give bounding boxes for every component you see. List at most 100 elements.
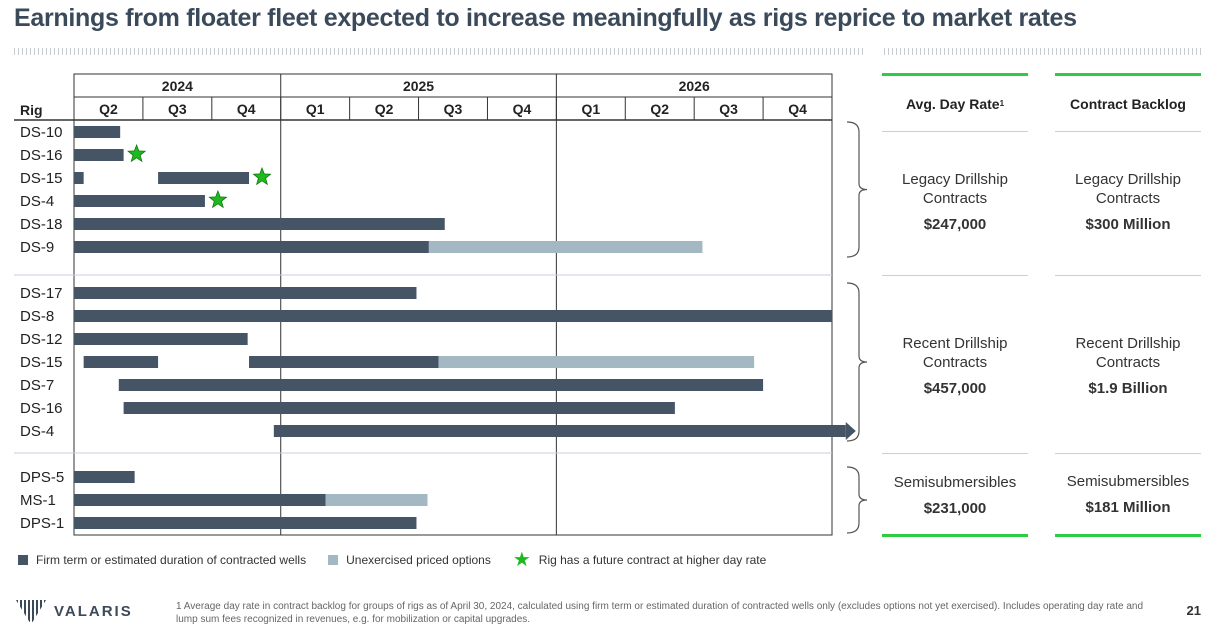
group-label: Semisubmersibles — [893, 474, 1017, 491]
legend-firm-label: Firm term or estimated duration of contr… — [36, 553, 307, 567]
rig-label: DS-4 — [20, 423, 54, 440]
rig-contract-gantt-chart: 2024 2025 2026 Q2 Q3 Q4 Q1 Q2 Q3 Q4 Q1 Q2 Q3 Q4 Rig DS-… — [14, 73, 868, 536]
chart-frame — [73, 73, 833, 536]
avg-day-rate-column: Avg. Day Rate 1 Legacy Drillship Contract… — [882, 73, 1028, 537]
firm-bar — [249, 356, 439, 368]
firm-bar — [74, 195, 205, 207]
title-divider-left — [14, 48, 866, 55]
rig-label: DS-15 — [20, 170, 63, 187]
column-bottom-rule — [1055, 534, 1201, 537]
continuation-arrow-icon — [845, 422, 856, 440]
quarter-label: Q2 — [650, 101, 669, 117]
firm-bar — [83, 356, 159, 368]
avg-day-rate-value: $457,000 — [923, 380, 987, 397]
group-label: Recent Drillship Contracts — [1075, 335, 1181, 371]
option-bar — [438, 356, 755, 368]
legend-option-swatch — [328, 555, 339, 565]
star-icon: ★ — [512, 549, 531, 571]
row-divider — [882, 275, 1028, 276]
firm-bar — [273, 425, 846, 437]
year-label: 2024 — [162, 78, 193, 94]
valaris-logo: VALARIS — [16, 600, 133, 622]
quarter-label: Q1 — [306, 101, 325, 117]
rig-column-header: Rig — [20, 102, 43, 118]
group-label: Legacy Drillship Contracts — [902, 171, 1008, 207]
contract-backlog-value: $181 Million — [1085, 499, 1171, 516]
firm-bar — [123, 402, 675, 414]
firm-bar — [118, 379, 764, 391]
contract-backlog-column: Contract Backlog Legacy Drillship Contra… — [1055, 73, 1201, 537]
quarter-label: Q1 — [581, 101, 600, 117]
group-brace-icon — [846, 466, 868, 534]
column-bottom-rule — [882, 534, 1028, 537]
year-label: 2026 — [679, 78, 710, 94]
logo-text: VALARIS — [54, 602, 133, 620]
quarter-label: Q3 — [719, 101, 738, 117]
firm-bar — [74, 517, 417, 529]
group-label: Semisubmersibles — [1066, 473, 1190, 490]
quarter-label: Q2 — [375, 101, 394, 117]
firm-bar — [74, 471, 135, 483]
rig-label: DS-16 — [20, 400, 63, 417]
quarter-label: Q3 — [444, 101, 463, 117]
contract-backlog-header: Contract Backlog — [1055, 73, 1201, 131]
footnote-marker: 1 — [999, 99, 1005, 108]
legacy-avg-cell: Legacy Drillship Contracts $247,000 — [882, 170, 1028, 233]
avg-day-rate-header-text: Avg. Day Rate — [905, 95, 1000, 112]
option-bar — [428, 241, 703, 253]
contract-backlog-value: $1.9 Billion — [1088, 380, 1168, 397]
firm-bar — [74, 218, 445, 230]
option-bar — [325, 494, 428, 506]
row-divider — [1055, 131, 1201, 132]
firm-bar — [74, 310, 832, 322]
rig-label: DPS-1 — [20, 515, 64, 532]
avg-day-rate-value: $247,000 — [923, 216, 987, 233]
page-title: Earnings from floater fleet expected to … — [14, 4, 1077, 32]
rig-label: DS-16 — [20, 147, 63, 164]
quarter-label: Q4 — [237, 101, 256, 117]
contract-backlog-value: $300 Million — [1085, 216, 1171, 233]
row-divider — [882, 131, 1028, 132]
avg-day-rate-header: Avg. Day Rate 1 — [882, 73, 1028, 131]
row-divider — [882, 453, 1028, 454]
quarter-label: Q4 — [788, 101, 807, 117]
chart-legend: Firm term or estimated duration of contr… — [18, 550, 788, 570]
rig-label: DS-18 — [20, 216, 63, 233]
rig-label: DS-7 — [20, 377, 54, 394]
firm-bar — [158, 172, 250, 184]
rig-label: DS-17 — [20, 285, 63, 302]
firm-bar — [74, 126, 121, 138]
firm-bar — [74, 287, 417, 299]
rig-label: DS-9 — [20, 239, 54, 256]
rig-label: DS-15 — [20, 354, 63, 371]
star-icon — [127, 143, 147, 163]
legend-star: ★ Rig has a future contract at higher da… — [513, 550, 766, 570]
semi-avg-cell: Semisubmersibles $231,000 — [882, 473, 1028, 517]
logo-mark-icon — [16, 600, 46, 622]
rig-label: DS-12 — [20, 331, 63, 348]
row-divider — [1055, 275, 1201, 276]
legacy-backlog-cell: Legacy Drillship Contracts $300 Million — [1055, 170, 1201, 233]
legend-option: Unexercised priced options — [328, 553, 491, 567]
legend-firm-swatch — [18, 555, 28, 565]
recent-avg-cell: Recent Drillship Contracts $457,000 — [882, 334, 1028, 397]
row-divider — [1055, 453, 1201, 454]
quarter-label: Q2 — [99, 101, 118, 117]
firm-bar — [74, 149, 124, 161]
star-icon — [208, 189, 228, 209]
legend-star-label: Rig has a future contract at higher day … — [538, 553, 767, 567]
title-divider-right — [884, 48, 1204, 55]
group-brace-icon — [846, 282, 868, 442]
page-number: 21 — [1186, 603, 1201, 618]
firm-bar — [74, 333, 248, 345]
legend-firm: Firm term or estimated duration of contr… — [18, 553, 306, 567]
group-label: Recent Drillship Contracts — [902, 335, 1008, 371]
avg-day-rate-value: $231,000 — [923, 500, 987, 517]
rig-label: MS-1 — [20, 492, 56, 509]
footnote: 1 Average day rate in contract backlog f… — [176, 601, 1144, 625]
rig-label: DS-10 — [20, 124, 63, 141]
legend-option-label: Unexercised priced options — [346, 553, 491, 567]
recent-backlog-cell: Recent Drillship Contracts $1.9 Billion — [1055, 334, 1201, 397]
firm-bar — [74, 241, 429, 253]
firm-bar — [74, 494, 326, 506]
